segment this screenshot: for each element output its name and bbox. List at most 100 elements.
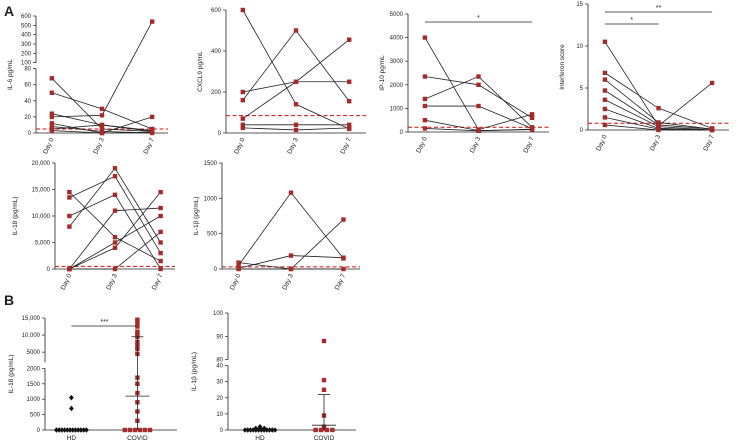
data-point [49,90,55,95]
data-point [69,394,74,401]
data-point [158,213,163,219]
data-point [158,240,163,245]
data-point [147,427,153,433]
y-tick-label: 15 [576,2,583,8]
data-point [288,190,294,195]
y-tick-label: 300 [21,42,32,48]
data-point [240,122,245,127]
data-point [242,427,248,433]
y-tick-label: 0 [28,131,32,137]
data-point [127,427,133,433]
y-tick-label: 0 [220,428,224,434]
data-point [293,79,299,84]
y-tick-label: 80 [216,358,223,364]
data-point [158,189,163,195]
series-line [51,21,153,118]
chart-ip10: 0 1000 2000 3000 4000 5000 IP-10 pg/mL Day 0 Day… [379,12,549,154]
y-tick-label: 20 [24,115,31,121]
y-tick-label: 0 [214,267,218,273]
x-category-label: Day 0 [233,137,247,156]
data-point [49,111,55,116]
y-tick-label: 20,000 [32,161,51,167]
data-point [236,263,241,268]
x-category-label: Day 7 [339,137,353,156]
data-point [422,103,428,109]
data-point [272,427,278,433]
x-category-label: Day 3 [281,273,295,292]
data-point [602,77,608,82]
data-point [422,96,428,102]
x-category-label: HD [255,435,265,441]
data-point [476,128,481,134]
data-point [158,266,163,272]
x-category-label: Day 3 [649,134,663,153]
data-point [709,80,715,86]
data-point [132,427,138,433]
data-point [422,118,428,123]
data-point [529,126,535,132]
data-point [656,105,661,111]
y-tick-label: 5000 [390,12,404,18]
data-point [99,122,105,128]
data-point [422,74,428,79]
x-category-label: Day 3 [469,136,483,155]
data-point [67,213,72,219]
y-tick-label: 600 [21,14,32,20]
data-point [347,125,352,131]
y-tick-label: 40 [24,99,31,105]
x-category-label: Day 7 [702,134,716,153]
y-axis-title: IL-6 pg/mL [7,59,14,90]
y-tick-label: 10 [576,44,583,50]
y-tick-label: 0 [400,130,404,136]
y-tick-label: 4000 [390,36,404,42]
x-category-label: Day 7 [142,137,156,156]
data-point [112,174,118,179]
y-tick-label: 100 [213,311,224,317]
data-point [135,317,140,322]
data-point [602,106,608,112]
y-tick-label: 2000 [27,366,41,372]
y-tick-label: 1500 [27,382,41,388]
chart-il1ba: 0 500 1000 1500 IL-1β (pg/mL) Day 0 Day 3 Day 7 [193,161,360,291]
data-point [709,127,715,133]
data-point [240,7,245,13]
data-point [476,103,481,109]
significance-label: * [477,15,480,22]
y-tick-label: 500 [30,413,41,419]
data-point [240,98,245,103]
data-point [56,427,62,433]
data-point [347,99,352,104]
y-tick-label: 500 [207,232,218,238]
data-point [158,229,163,235]
y-tick-label: 100 [21,61,32,67]
chart-cxcl9: 0 200 400 600 CXCL9 pg/mL Day 0 Day 3 Day 7 [197,7,366,156]
data-point [236,260,241,265]
data-point [321,338,327,344]
data-point [321,377,327,383]
data-point [602,88,608,93]
y-tick-label: 400 [21,33,32,39]
data-point [158,205,163,211]
data-point [347,79,352,84]
data-point [67,266,72,272]
data-point [313,427,318,433]
data-point [422,35,428,40]
x-category-label: Day 0 [229,273,243,292]
chart-il18a: 0 5,000 10,000 15,000 20,000 IL-18 (pg/mL) Day… [12,161,175,291]
data-point [149,114,155,120]
data-point [112,245,118,250]
data-point [245,427,251,433]
x-category-label: COVID [314,435,335,441]
significance-label: * [630,17,633,24]
data-point [137,427,143,433]
y-tick-label: 5 [580,86,584,92]
y-tick-label: 5,000 [35,241,51,247]
y-tick-label: 0 [580,128,584,134]
y-tick-label: 500 [21,23,32,29]
data-point [49,76,55,81]
data-point [602,39,608,44]
significance-label: ** [656,5,662,12]
